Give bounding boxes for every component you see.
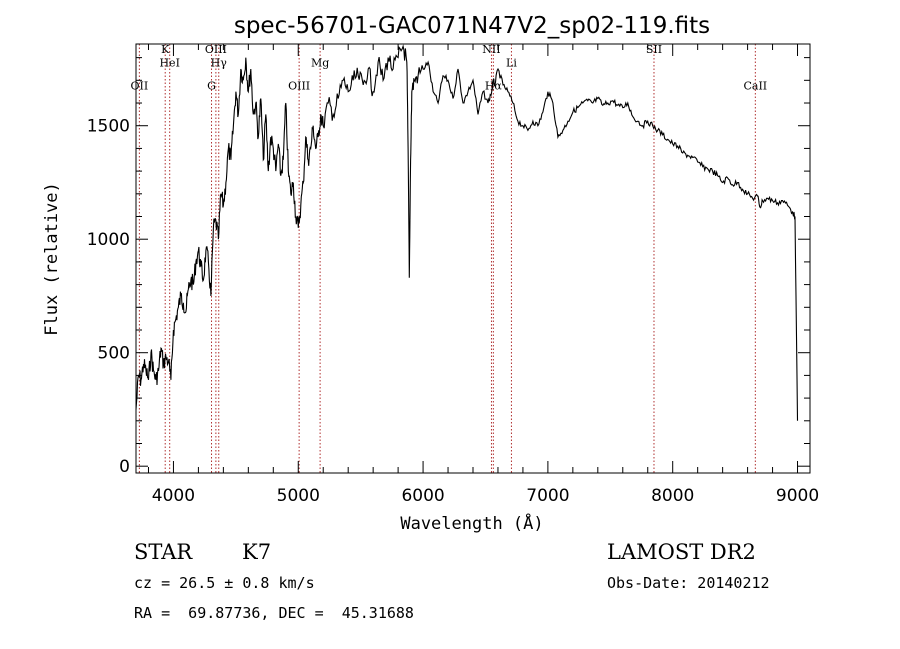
y-tick-label: 500	[98, 344, 130, 364]
x-tick-label: 8000	[651, 486, 694, 506]
y-tick-label: 1000	[87, 230, 130, 250]
spectral-line-label: Hα	[485, 79, 503, 92]
x-tick-label: 7000	[526, 486, 569, 506]
spectral-line-label: OII	[131, 79, 149, 92]
spectral-line-label: OIII	[288, 79, 310, 92]
survey-name: LAMOST DR2	[607, 540, 756, 564]
observation-date: Obs-Date: 20140212	[607, 574, 770, 592]
spectral-line-label: NII	[482, 43, 500, 56]
x-tick-label: 4000	[152, 486, 195, 506]
spectral-line-label: Hγ	[211, 57, 228, 70]
spectral-line-label: OIII	[205, 43, 227, 56]
object-class: STAR	[134, 540, 193, 564]
x-axis-label: Wavelength (Å)	[400, 512, 543, 534]
y-tick-label: 1500	[87, 117, 130, 137]
y-axis-label: Flux (relative)	[42, 182, 62, 336]
spectral-line-label: Mg	[311, 57, 329, 70]
spectral-line-markers	[138, 44, 756, 473]
object-subclass: K7	[242, 540, 272, 564]
spectral-line-label: CaII	[743, 79, 767, 92]
spectral-line-label: G	[207, 79, 216, 92]
spectral-line-label: Li	[506, 57, 517, 70]
x-tick-label: 5000	[277, 486, 320, 506]
axis-ticks: 4000 5000 6000 7000 8000 9000 0 500 1000 1500	[87, 44, 819, 506]
spectral-line-label: SII	[646, 43, 662, 56]
spectral-line-label: HeI	[159, 57, 179, 70]
x-tick-label: 6000	[401, 486, 444, 506]
flux-series-line	[135, 44, 799, 421]
coordinates: RA = 69.87736, DEC = 45.31688	[134, 604, 414, 622]
chart-title: spec-56701-GAC071N47V2_sp02-119.fits	[234, 13, 710, 39]
y-tick-label: 0	[119, 457, 130, 477]
spectral-line-label: K	[161, 43, 170, 56]
x-tick-label: 9000	[776, 486, 819, 506]
redshift-velocity: cz = 26.5 ± 0.8 km/s	[134, 574, 315, 592]
